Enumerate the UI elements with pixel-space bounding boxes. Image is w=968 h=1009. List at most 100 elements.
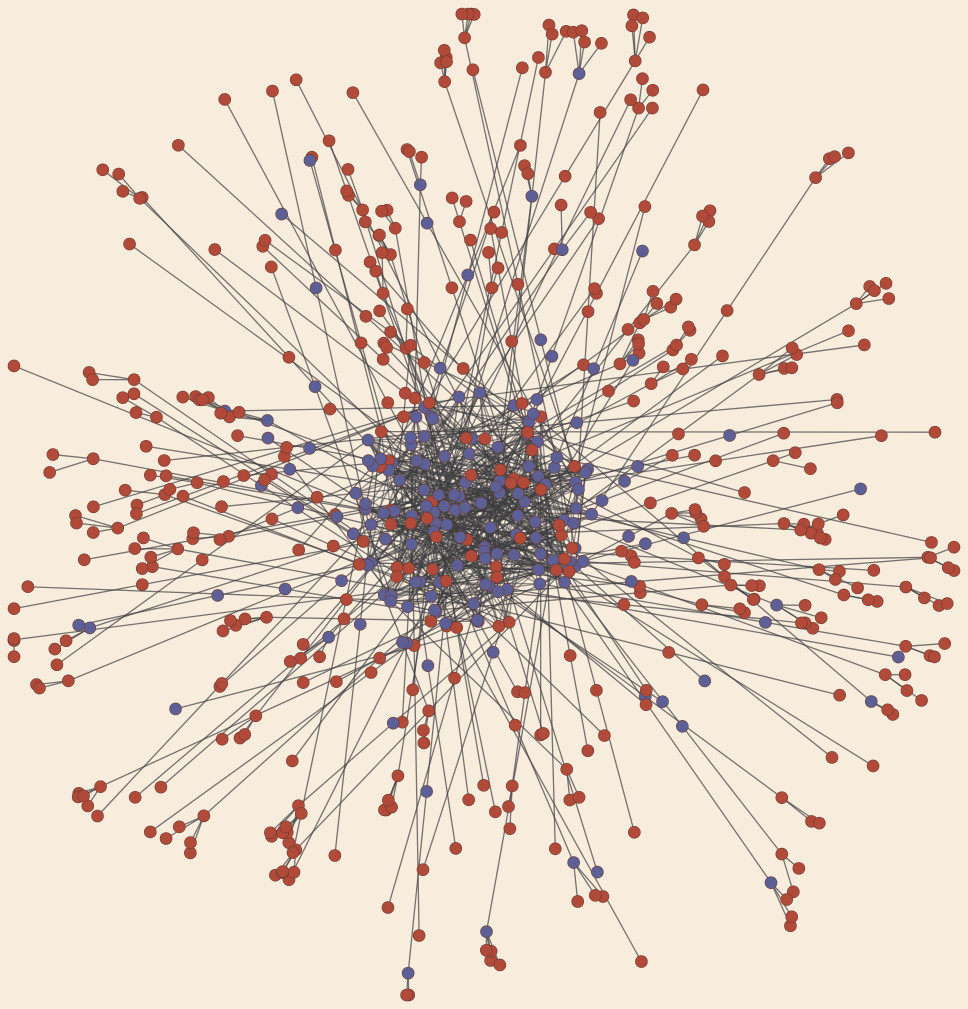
blue-node — [892, 650, 905, 664]
blue-node — [625, 575, 638, 588]
red-node — [91, 809, 104, 823]
edge — [97, 524, 372, 817]
red-node — [830, 396, 844, 410]
edge — [75, 514, 118, 529]
red-node — [59, 634, 73, 648]
red-node — [565, 541, 579, 555]
blue-node — [570, 416, 583, 430]
red-node — [137, 531, 150, 545]
red-node — [112, 167, 126, 181]
red-node — [938, 637, 952, 650]
edge — [393, 344, 677, 512]
red-node — [656, 360, 670, 374]
edge — [385, 538, 433, 570]
edge — [422, 521, 536, 870]
blue-node — [308, 380, 322, 393]
red-node — [828, 150, 841, 163]
red-node — [62, 674, 75, 688]
red-node — [422, 396, 436, 410]
blue-node — [545, 349, 559, 363]
red-node — [628, 54, 642, 68]
blue-node — [303, 442, 316, 455]
red-node — [720, 304, 734, 317]
red-node — [829, 573, 842, 586]
red-node — [46, 448, 60, 461]
blue-node — [533, 577, 547, 591]
red-node — [422, 704, 436, 718]
red-node — [866, 759, 880, 773]
edge — [772, 460, 811, 470]
blue-node — [484, 521, 497, 534]
edge — [311, 156, 382, 432]
blue-node — [636, 244, 649, 258]
blue-node — [473, 386, 487, 400]
red-node — [898, 668, 912, 681]
edge — [485, 560, 554, 932]
red-node — [494, 463, 507, 477]
blue-node — [438, 449, 451, 463]
red-node — [581, 305, 595, 318]
red-node — [632, 101, 645, 115]
edge — [488, 585, 663, 703]
red-node — [296, 638, 310, 651]
blue-node — [211, 589, 224, 602]
edge — [572, 32, 580, 74]
blue-node — [401, 600, 414, 614]
blue-node — [283, 462, 297, 476]
blue-node — [362, 454, 375, 467]
red-node — [453, 215, 466, 228]
edge — [393, 510, 783, 799]
red-node — [420, 511, 434, 525]
red-node — [489, 805, 502, 819]
edge — [141, 196, 472, 557]
blue-node — [349, 486, 363, 500]
red-node — [404, 516, 418, 530]
red-node — [568, 460, 581, 473]
red-node — [581, 744, 595, 758]
edge — [182, 495, 510, 623]
red-node — [777, 517, 791, 530]
blue-node — [585, 507, 598, 521]
red-node — [646, 285, 660, 298]
edge — [619, 322, 641, 365]
red-node — [588, 282, 601, 295]
red-node — [48, 642, 62, 656]
blue-node — [622, 530, 635, 543]
red-node — [665, 507, 678, 520]
edge — [383, 594, 430, 712]
edge — [93, 458, 576, 549]
red-node — [534, 483, 548, 496]
blue-node — [518, 495, 531, 509]
red-node — [688, 448, 701, 462]
red-node — [491, 261, 505, 275]
red-node — [176, 390, 190, 404]
red-node — [484, 222, 497, 235]
red-node — [184, 836, 197, 849]
red-node — [289, 73, 303, 87]
blue-node — [433, 361, 447, 375]
red-node — [249, 709, 263, 723]
red-node — [676, 362, 690, 376]
red-node — [745, 579, 759, 592]
blue-node — [462, 447, 476, 461]
red-node — [733, 602, 747, 616]
red-node — [508, 718, 522, 732]
red-node — [373, 651, 386, 665]
red-node — [341, 163, 355, 176]
edge — [122, 397, 157, 418]
red-node — [139, 439, 153, 453]
red-node — [562, 565, 576, 578]
red-node — [482, 246, 495, 259]
red-node — [384, 325, 397, 339]
red-node — [928, 650, 941, 664]
red-node — [549, 563, 563, 577]
red-node — [195, 553, 209, 567]
edge — [177, 144, 577, 509]
red-node — [628, 826, 641, 839]
red-node — [747, 593, 760, 606]
red-node — [388, 221, 402, 235]
edge — [423, 435, 539, 477]
red-node — [327, 539, 340, 553]
blue-node — [534, 333, 548, 347]
red-node — [571, 895, 585, 908]
